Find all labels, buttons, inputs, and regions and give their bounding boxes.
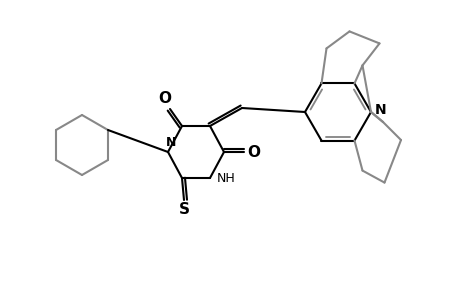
Text: S: S: [178, 202, 189, 217]
Text: O: O: [247, 145, 260, 160]
Text: N: N: [375, 103, 386, 117]
Text: O: O: [158, 91, 171, 106]
Text: N: N: [165, 136, 176, 148]
Text: NH: NH: [216, 172, 235, 184]
